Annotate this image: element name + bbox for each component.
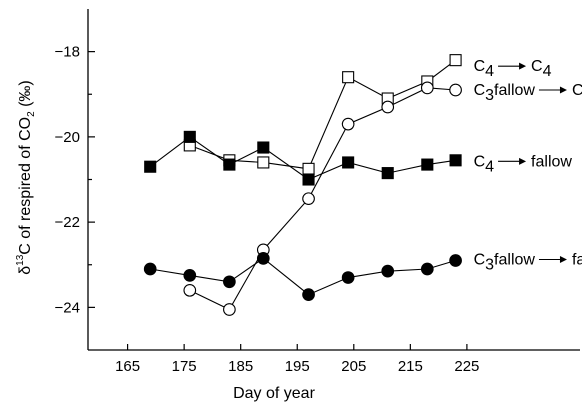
legend-subscript: 3 <box>485 87 494 104</box>
data-point <box>223 275 236 289</box>
data-point <box>449 83 462 97</box>
data-point <box>449 254 462 267</box>
series-3 <box>143 252 462 301</box>
x-tick-label: 205 <box>341 358 366 375</box>
data-point <box>302 288 315 301</box>
data-point <box>256 252 270 265</box>
legend-subscript: 4 <box>543 63 552 80</box>
data-point <box>302 192 315 206</box>
series-line <box>189 59 456 170</box>
axes: 165 175 185 195 205 215 225 −18 −20 −22 −24 Day of … <box>15 9 580 402</box>
y-axis-title: δ13C of respired of CO2 (‰) <box>15 80 37 275</box>
arrow-head-icon <box>519 62 527 70</box>
legend-text: C <box>572 82 582 99</box>
data-point <box>341 117 355 131</box>
data-point <box>341 271 355 284</box>
data-point <box>223 158 236 171</box>
data-point <box>342 156 355 169</box>
y-tick-label: −22 <box>55 214 80 231</box>
legend-text: fallow <box>494 251 535 268</box>
y-tick-label: −18 <box>55 44 80 61</box>
legend-text: fallow <box>494 82 535 99</box>
series-layer <box>143 54 462 316</box>
x-tick-label: 175 <box>172 358 197 375</box>
data-point <box>381 100 395 114</box>
data-point <box>381 167 394 180</box>
x-tick-label: 195 <box>285 358 310 375</box>
legend-subscript: 4 <box>485 63 494 80</box>
data-point <box>257 141 270 154</box>
data-point <box>302 162 315 175</box>
data-point <box>342 71 355 84</box>
data-point <box>144 160 157 173</box>
data-point <box>257 156 270 169</box>
arrow-head-icon <box>559 255 567 263</box>
legend-text: C <box>474 251 486 268</box>
x-tick-label: 225 <box>454 358 479 375</box>
data-point <box>223 303 236 316</box>
legend-label-1: C3 fallowC4 <box>474 82 582 104</box>
arrow-head-icon <box>519 157 527 165</box>
data-point <box>381 264 395 278</box>
data-point <box>183 269 197 282</box>
arrow-head-icon <box>559 86 567 94</box>
legend-text: C <box>474 58 486 75</box>
legend-text: C <box>531 58 543 75</box>
data-point <box>449 154 462 167</box>
legend-text: C <box>474 153 486 170</box>
series-2 <box>144 130 462 186</box>
legend-subscript: 3 <box>485 256 494 273</box>
legend-text: fallow <box>531 153 572 170</box>
data-point <box>143 262 157 276</box>
legend-label-2: C 4 fallow <box>474 153 573 175</box>
x-tick-label: 165 <box>115 358 140 375</box>
data-point <box>183 283 197 297</box>
data-point <box>420 81 434 95</box>
series-1 <box>183 81 462 316</box>
y-tick-label: −24 <box>55 299 80 316</box>
x-axis-title: Day of year <box>233 385 315 402</box>
legend-text: C <box>474 82 486 99</box>
data-point <box>421 158 434 171</box>
data-point <box>420 262 434 276</box>
x-tick-label: 185 <box>228 358 253 375</box>
x-tick-label: 215 <box>398 358 423 375</box>
legend-label-3: C3 fallow fallow <box>474 251 582 273</box>
data-point <box>302 173 315 186</box>
series-0 <box>183 54 462 175</box>
series-line <box>189 87 456 311</box>
data-point <box>183 130 196 143</box>
legend-text: fallow <box>572 251 582 268</box>
y-tick-label: −20 <box>55 129 80 146</box>
legend-subscript: 4 <box>485 158 494 175</box>
data-point <box>449 54 462 67</box>
